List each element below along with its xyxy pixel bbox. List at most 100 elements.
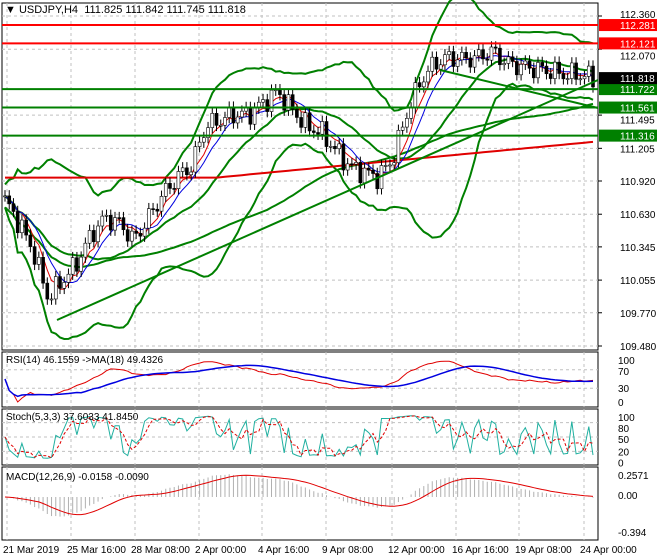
candle-body — [375, 173, 380, 190]
x-tick-label: 24 Apr 00:00 — [580, 545, 637, 556]
candle-body — [168, 183, 172, 189]
ma-long-red — [5, 140, 594, 179]
candle-body — [231, 106, 236, 124]
candle-body — [265, 99, 270, 112]
candle-body — [62, 282, 67, 289]
candle-body — [481, 49, 485, 60]
candle-body — [333, 146, 337, 150]
trendline-support — [56, 79, 599, 321]
candle-body — [223, 117, 227, 126]
indicator-y-tick: 0 — [618, 458, 624, 469]
level-tag — [599, 83, 657, 96]
level-tag-label: 111.316 — [620, 132, 655, 143]
candle-body — [176, 171, 181, 189]
indicator-y-tick: 100 — [618, 356, 635, 367]
candle-body — [172, 188, 177, 190]
candle-body — [531, 67, 536, 79]
candle-body — [53, 276, 58, 300]
y-tick-label: 110.345 — [620, 243, 656, 254]
candle-body — [185, 167, 189, 176]
candle-body — [489, 46, 494, 61]
rsi-line — [4, 360, 594, 403]
candle-body — [362, 167, 367, 184]
level-tag — [599, 19, 657, 32]
candle-body — [366, 167, 371, 171]
candle-body — [565, 78, 570, 80]
y-tick-label: 111.205 — [620, 144, 655, 155]
candle-body — [142, 227, 147, 237]
y-tick-label: 109.480 — [620, 342, 657, 353]
candle-body — [286, 94, 291, 111]
candle-body — [460, 52, 464, 61]
candle-body — [193, 146, 198, 173]
indicator-y-tick: 0.00 — [618, 491, 638, 502]
candle-body — [83, 242, 88, 258]
candle-body — [396, 130, 401, 163]
x-tick-label: 19 Apr 08:00 — [515, 545, 572, 556]
candle-body — [20, 219, 24, 234]
candle-body — [383, 165, 388, 167]
candle-body — [328, 146, 333, 148]
candle-body — [476, 49, 481, 57]
candle-body — [409, 107, 413, 119]
candle-body — [388, 164, 392, 167]
indicator-y-tick: 0 — [618, 398, 624, 409]
candle-body — [104, 215, 109, 217]
last-price-tag — [599, 72, 657, 85]
candle-body — [278, 89, 282, 95]
candle-body — [151, 208, 155, 210]
candle-body — [108, 215, 113, 231]
candle-body — [269, 89, 274, 112]
candle-body — [447, 51, 451, 55]
x-tick-label: 9 Apr 08:00 — [322, 545, 374, 556]
candle-body — [557, 61, 561, 74]
indicator-y-tick: 50 — [618, 435, 630, 446]
y-tick-label: 112.070 — [620, 51, 656, 62]
candle-body — [66, 273, 71, 283]
level-tag-label: 112.121 — [620, 39, 656, 50]
candle-body — [582, 76, 587, 80]
ma-fast-blue — [4, 55, 594, 283]
rsi-title: RSI(14) 46.1559 ->MA(18) 49.4326 — [6, 355, 164, 366]
candle-body — [578, 78, 583, 81]
candle-body — [438, 64, 443, 70]
symbol-label: USDJPY,H4 — [18, 4, 79, 16]
candle-body — [235, 116, 240, 124]
ohlc-values: 111.825 111.842 111.745 111.818 — [84, 4, 246, 16]
candle-body — [282, 94, 286, 111]
candle-body — [350, 163, 354, 166]
candle-body — [468, 57, 473, 68]
candle-body — [113, 217, 117, 231]
candle-body — [3, 195, 7, 198]
candle-body — [79, 256, 83, 272]
rsi-ma-line — [4, 364, 594, 398]
candle-body — [24, 219, 28, 236]
candle-body — [180, 167, 185, 172]
candle-body — [261, 99, 265, 103]
stoch-title: Stoch(5,3,3) 37.6033 41.8450 — [6, 412, 139, 423]
candle-body — [464, 52, 468, 59]
candle-body — [240, 110, 244, 118]
dropdown-triangle-icon[interactable]: ▼ — [5, 4, 16, 16]
x-tick-label: 12 Apr 00:00 — [388, 545, 445, 556]
x-tick-label: 16 Apr 16:00 — [452, 545, 509, 556]
y-tick-label: 111.495 — [620, 116, 655, 127]
candle-body — [451, 51, 456, 67]
candle-body — [303, 112, 308, 128]
candle-body — [147, 208, 151, 229]
candle-body — [189, 171, 193, 176]
candle-body — [320, 121, 325, 135]
candle-body — [324, 121, 329, 147]
candle-body — [130, 230, 134, 242]
indicator-y-tick: 0.2571 — [618, 471, 649, 482]
indicator-y-tick: 30 — [618, 384, 630, 395]
chart-header: ▼ USDJPY,H4 111.825 111.842 111.745 111.… — [5, 4, 246, 16]
candle-body — [536, 62, 540, 79]
candle-body — [49, 298, 54, 301]
candle-body — [75, 257, 79, 272]
candle-body — [121, 217, 126, 231]
candle-body — [70, 257, 75, 275]
panel-frame-3 — [1, 466, 599, 541]
